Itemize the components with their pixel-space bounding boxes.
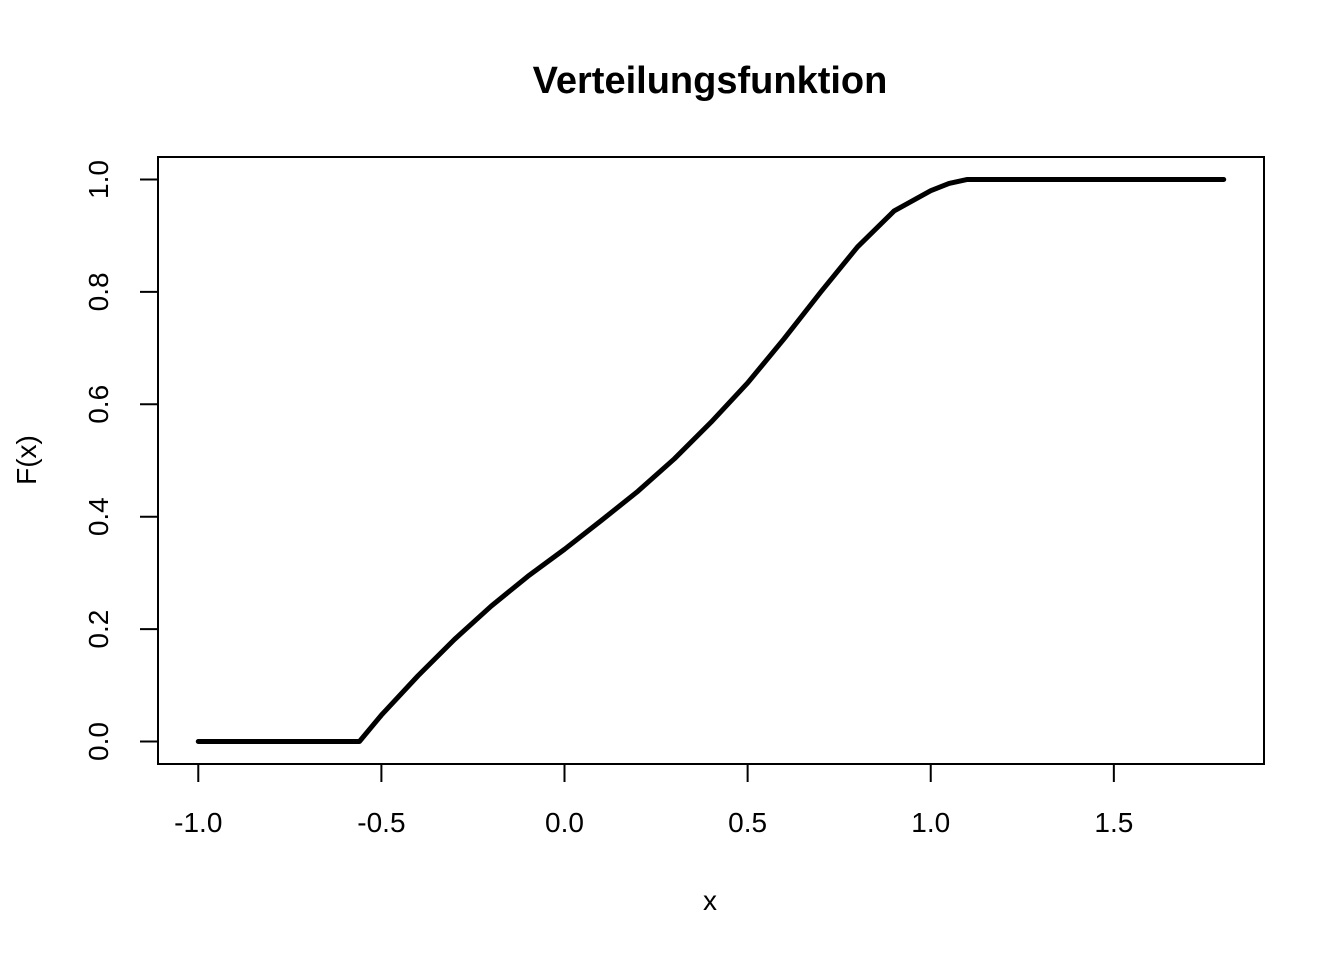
x-axis: -1.0 -0.5 0.0 0.5 1.0 1.5 [174, 763, 1133, 838]
x-tick-label-1: -0.5 [357, 807, 405, 838]
y-axis: 0.0 0.2 0.4 0.6 0.8 1.0 [83, 160, 159, 761]
y-tick-label-5: 1.0 [83, 160, 114, 199]
series-group [195, 176, 1227, 745]
y-tick-label-4: 0.8 [83, 272, 114, 311]
x-tick-label-3: 0.5 [728, 807, 767, 838]
chart-title: Verteilungsfunktion [533, 60, 888, 102]
x-tick-label-2: 0.0 [545, 807, 584, 838]
plot-frame [157, 156, 1265, 765]
x-tick-label-4: 1.0 [911, 807, 950, 838]
y-axis-label: F(x) [11, 435, 42, 485]
y-tick-label-2: 0.4 [83, 497, 114, 536]
x-tick-label-0: -1.0 [174, 807, 222, 838]
y-tick-label-0: 0.0 [83, 722, 114, 761]
y-tick-label-1: 0.2 [83, 610, 114, 649]
x-axis-label: x [703, 885, 717, 916]
series-line-0 [195, 176, 1227, 745]
x-tick-label-5: 1.5 [1094, 807, 1133, 838]
y-tick-label-3: 0.6 [83, 385, 114, 424]
